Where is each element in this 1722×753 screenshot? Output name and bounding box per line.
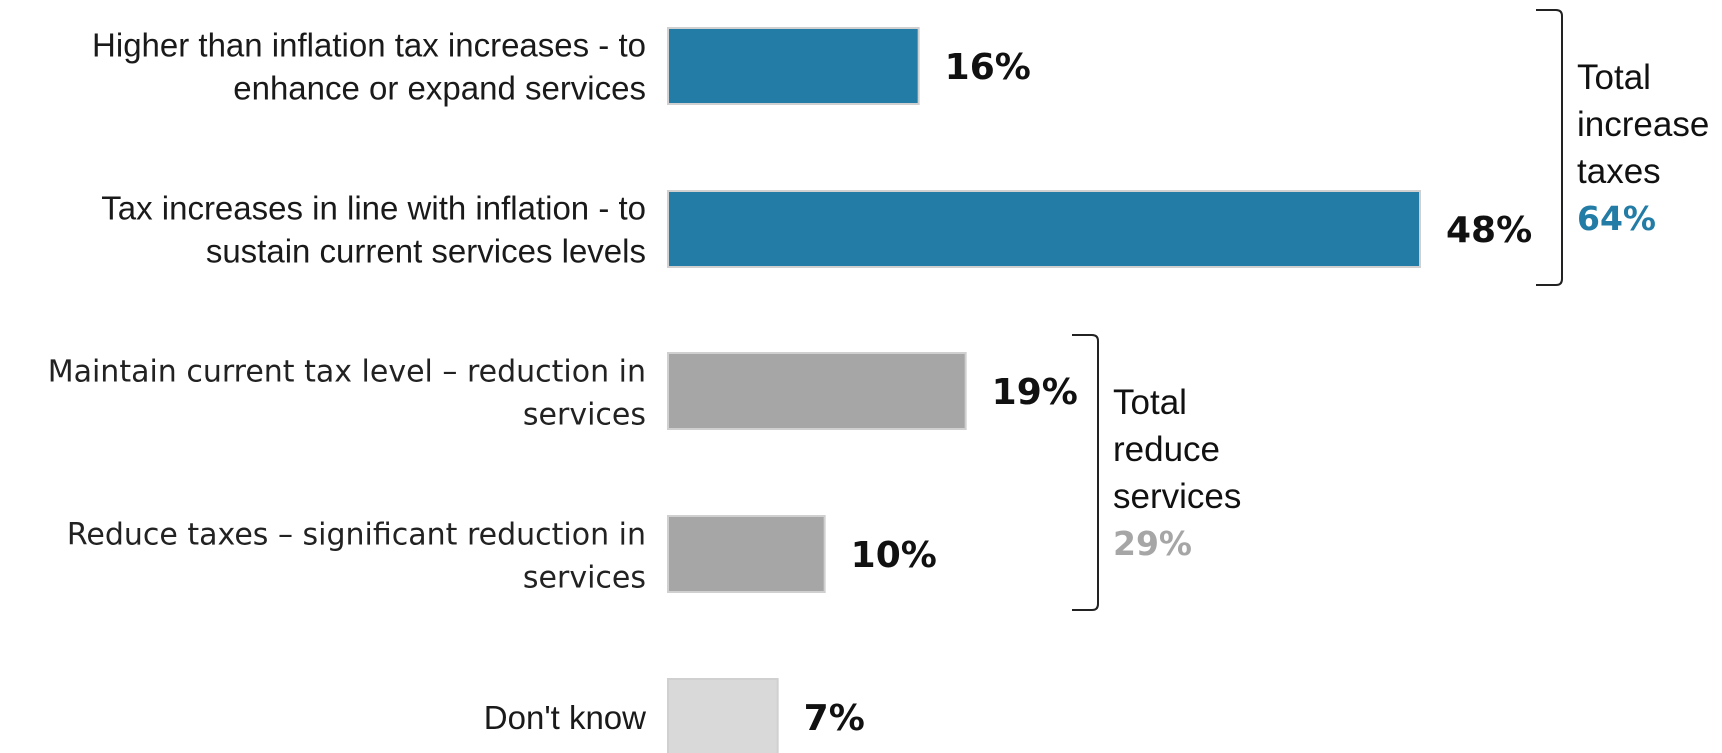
value-label: 10% — [851, 535, 937, 576]
category-label: enhance or expand services — [233, 70, 646, 107]
value-label: 48% — [1446, 210, 1532, 251]
bar — [667, 190, 1421, 268]
group-label: reduce — [1113, 430, 1220, 469]
group-total: 64% — [1577, 199, 1656, 238]
category-label: services — [523, 398, 646, 433]
group-label: Total — [1113, 383, 1187, 422]
category-label: Reduce taxes – significant reduction in — [67, 518, 646, 553]
group-total: 29% — [1113, 524, 1192, 563]
category-label: Higher than inflation tax increases - to — [92, 27, 646, 64]
bar — [667, 352, 967, 430]
bar — [667, 678, 779, 753]
group-bracket — [1072, 334, 1099, 611]
category-label: Maintain current tax level – reduction i… — [48, 355, 646, 390]
group-label: services — [1113, 477, 1241, 516]
group-label: increase — [1577, 105, 1709, 144]
category-label: sustain current services levels — [206, 233, 646, 270]
category-label: Tax increases in line with inflation - t… — [101, 190, 646, 227]
bar — [667, 515, 826, 593]
value-label: 16% — [945, 47, 1031, 88]
value-label: 19% — [992, 372, 1078, 413]
group-bracket — [1536, 9, 1563, 286]
bar — [667, 27, 920, 105]
category-label: services — [523, 561, 646, 596]
group-label: taxes — [1577, 152, 1661, 191]
group-label: Total — [1577, 58, 1651, 97]
category-label: Don't know — [484, 699, 646, 736]
value-label: 7% — [804, 698, 865, 739]
